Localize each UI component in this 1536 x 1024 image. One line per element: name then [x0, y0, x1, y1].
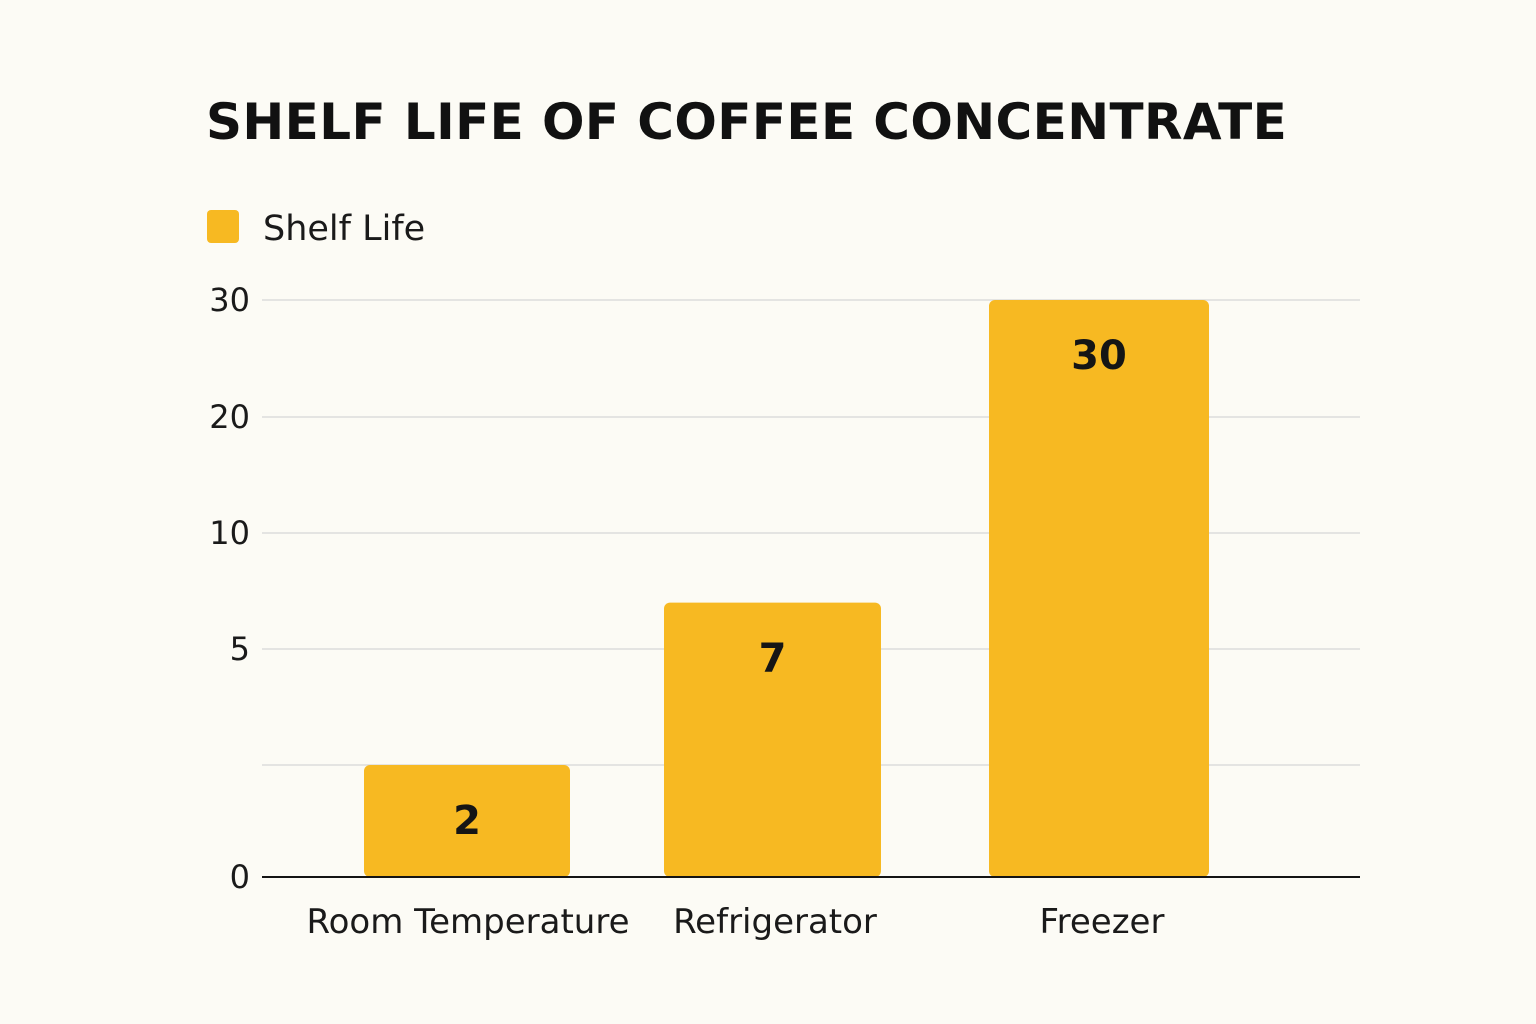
y-tick-label: 0 [230, 858, 250, 896]
legend: Shelf Life [207, 209, 425, 249]
legend-label: Shelf Life [263, 209, 425, 249]
x-category-label: Refrigerator [673, 902, 877, 942]
bar [664, 602, 881, 877]
bar-value-label: 7 [759, 636, 787, 682]
y-tick-label: 20 [209, 398, 250, 436]
y-axis-tick-labels: 0 5 10 20 30 [209, 281, 250, 896]
bar [364, 765, 570, 877]
x-category-label: Freezer [1040, 902, 1165, 942]
x-axis-category-labels: Room Temperature Refrigerator Freezer [307, 902, 1165, 942]
bar [989, 300, 1209, 877]
y-tick-label: 10 [209, 514, 250, 552]
bar-value-label: 2 [453, 798, 481, 844]
x-category-label: Room Temperature [307, 902, 630, 942]
y-tick-label: 5 [230, 630, 250, 668]
bar-value-label: 30 [1071, 333, 1127, 379]
y-tick-label: 30 [209, 281, 250, 319]
legend-swatch [207, 210, 239, 243]
chart-title: SHELF LIFE OF COFFEE CONCENTRATE [206, 93, 1288, 151]
bars: 2 7 30 [364, 300, 1209, 877]
